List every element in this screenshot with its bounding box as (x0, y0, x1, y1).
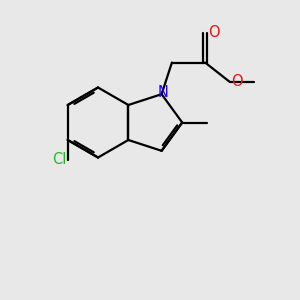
Text: O: O (231, 74, 243, 89)
Text: Cl: Cl (52, 152, 66, 167)
Text: N: N (158, 85, 169, 100)
Text: O: O (208, 25, 219, 40)
